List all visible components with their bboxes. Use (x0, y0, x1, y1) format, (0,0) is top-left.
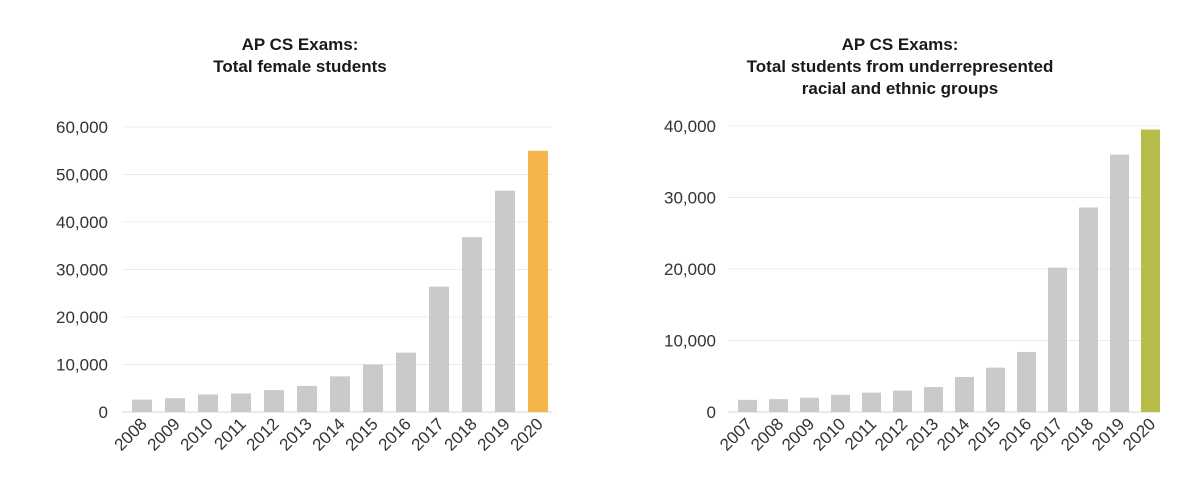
x-tick-label: 2017 (1026, 414, 1066, 454)
bar (738, 399, 757, 412)
x-tick-label: 2014 (933, 414, 973, 454)
x-tick-label: 2011 (211, 414, 250, 453)
bar (893, 390, 912, 412)
bar (800, 397, 819, 412)
chart-title: AP CS Exams: Total female students (0, 34, 600, 78)
y-tick-label: 10,000 (56, 356, 108, 375)
bar (495, 190, 515, 412)
y-tick-label: 40,000 (56, 213, 108, 232)
x-tick-label: 2019 (1088, 414, 1128, 454)
y-tick-label: 20,000 (56, 308, 108, 327)
x-tick-label: 2012 (243, 414, 283, 454)
chart-underrepresented-students: AP CS Exams: Total students from underre… (600, 0, 1200, 489)
x-tick-label: 2013 (276, 414, 316, 454)
bar (297, 385, 317, 412)
bar (264, 390, 284, 412)
bar (165, 398, 185, 412)
x-tick-label: 2020 (507, 414, 547, 454)
chart-title-line-2: Total students from underrepresented (746, 57, 1054, 76)
x-tick-label: 2020 (1119, 414, 1159, 454)
chart-title-line-3: racial and ethnic groups (801, 79, 999, 98)
bar (862, 392, 881, 412)
bar (528, 150, 548, 412)
x-tick-label: 2015 (342, 414, 382, 454)
x-tick-label: 2014 (309, 414, 349, 454)
x-tick-label: 2016 (375, 414, 415, 454)
bar (1110, 154, 1129, 412)
bar (924, 386, 943, 412)
y-tick-label: 20,000 (664, 260, 716, 279)
x-tick-label: 2017 (408, 414, 448, 454)
bar-chart-svg: 0 10,000 20,000 30,000 40,000 50,000 60,000 200… (56, 118, 552, 455)
bar (363, 364, 383, 412)
chart-title-line-1: AP CS Exams: (241, 35, 359, 54)
x-tick-label: 2009 (144, 414, 184, 454)
x-tick-label: 2012 (871, 414, 911, 454)
y-tick-label: 60,000 (56, 118, 108, 137)
chart-female-students: AP CS Exams: Total female students 0 10,0… (0, 34, 600, 455)
x-tick-label: 2009 (778, 414, 818, 454)
bar (831, 394, 850, 412)
chart-title: AP CS Exams: Total students from underre… (600, 34, 1200, 100)
chart-title-line-1: AP CS Exams: (841, 35, 959, 54)
x-tick-label: 2010 (177, 414, 217, 454)
bar (231, 393, 251, 412)
x-tick-label: 2008 (747, 414, 787, 454)
bar (769, 399, 788, 412)
x-tick-label: 2019 (474, 414, 514, 454)
bar (429, 286, 449, 412)
x-tick-label: 2010 (809, 414, 849, 454)
bar (396, 352, 416, 412)
y-tick-label: 40,000 (664, 117, 716, 136)
bar (955, 376, 974, 412)
x-tick-label: 2016 (995, 414, 1035, 454)
bar (132, 399, 152, 412)
bar (1141, 129, 1160, 412)
bar-chart-svg: 010,00020,00030,00040,000200720082009201… (664, 117, 1160, 455)
x-tick-label: 2007 (716, 414, 756, 454)
y-tick-label: 10,000 (664, 332, 716, 351)
chart-title-line-2: Total female students (213, 57, 387, 76)
y-tick-label: 0 (707, 403, 716, 422)
x-tick-label: 2018 (1057, 414, 1097, 454)
y-tick-label: 30,000 (56, 261, 108, 280)
x-tick-label: 2013 (902, 414, 942, 454)
bar (986, 367, 1005, 412)
x-tick-label: 2018 (441, 414, 481, 454)
y-tick-label: 50,000 (56, 166, 108, 185)
x-tick-label: 2011 (841, 414, 880, 453)
bar (1048, 267, 1067, 412)
x-tick-label: 2008 (111, 414, 151, 454)
bar (330, 376, 350, 412)
y-tick-label: 30,000 (664, 189, 716, 208)
bar (198, 394, 218, 412)
bar (1017, 351, 1036, 412)
y-tick-label: 0 (99, 403, 108, 422)
bar (462, 237, 482, 412)
x-tick-label: 2015 (964, 414, 1004, 454)
bar (1079, 207, 1098, 412)
